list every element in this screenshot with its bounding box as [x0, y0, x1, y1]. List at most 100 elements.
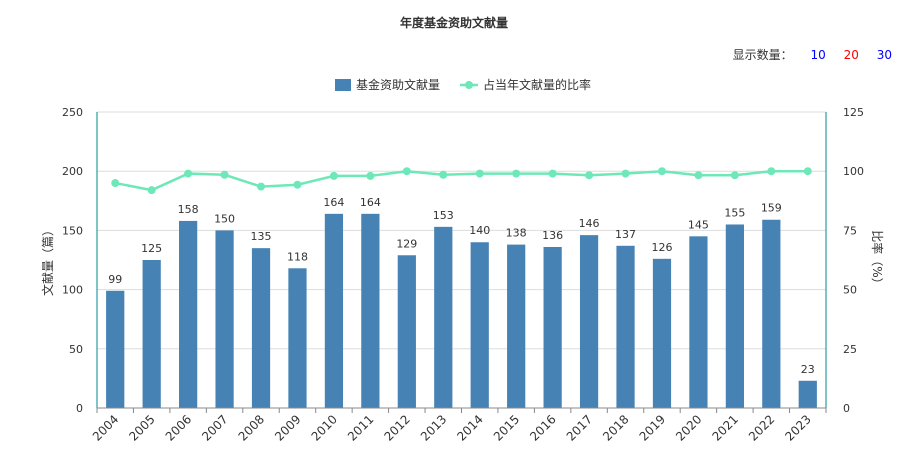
ratio-point [475, 169, 484, 178]
bar-series: 99 125 158 150 135 118 164 164 129 153 140 138 136 14… [106, 196, 817, 408]
line-series [111, 167, 812, 195]
bar-value-label: 137 [615, 228, 636, 241]
ratio-point [329, 171, 338, 180]
ratio-point [694, 171, 703, 180]
y-right-tick-label: 50 [843, 284, 857, 297]
display-count-option-30[interactable]: 30 [876, 48, 892, 62]
bar [215, 230, 234, 408]
bar [397, 255, 416, 408]
ratio-point [730, 171, 739, 180]
y-left-tick-label: 50 [69, 343, 83, 356]
bar-value-label: 159 [761, 202, 782, 215]
y-right-tick-label: 75 [843, 224, 857, 237]
x-tick-label: 2020 [673, 412, 704, 443]
bar [507, 244, 526, 408]
x-tick-label: 2005 [126, 412, 157, 443]
x-tick-label: 2021 [709, 412, 740, 443]
bar-value-label: 140 [469, 224, 490, 237]
legend-bar-swatch [335, 79, 351, 91]
ratio-point [439, 170, 448, 179]
bar-value-label: 164 [360, 196, 381, 209]
display-count-label: 显示数量： [732, 48, 793, 62]
ratio-line [114, 169, 808, 192]
bar-value-label: 129 [396, 237, 417, 250]
y-right-tick-label: 0 [843, 402, 850, 415]
x-tick-label: 2014 [454, 412, 485, 443]
bar [179, 220, 198, 408]
bar-value-label: 155 [724, 206, 745, 219]
y-left-tick-label: 250 [62, 106, 83, 119]
ratio-point [621, 169, 630, 178]
bar [689, 236, 708, 408]
display-count-selector: 显示数量： 10 20 30 [733, 46, 892, 63]
bar-value-label: 145 [688, 218, 709, 231]
legend-item-bar: 基金资助文献量 [335, 77, 440, 92]
bar [579, 235, 599, 408]
bar-value-label: 126 [651, 241, 672, 254]
bar-value-label: 136 [542, 229, 563, 242]
bar [251, 248, 271, 408]
x-tick-label: 2010 [309, 412, 340, 443]
ratio-point [111, 179, 120, 188]
x-tick-label: 2009 [272, 412, 303, 443]
x-tick-label: 2008 [236, 412, 267, 443]
bar [324, 213, 344, 408]
ratio-point [366, 171, 375, 180]
legend-item-line: 占当年文献量的比率 [460, 77, 591, 92]
ratio-point [184, 169, 193, 178]
x-tick-label: 2007 [199, 412, 230, 443]
bar-value-label: 138 [506, 227, 527, 240]
ratio-point [257, 182, 266, 191]
y-left-axis-title: 文献量（篇） [40, 224, 55, 296]
bar-value-label: 135 [251, 230, 272, 243]
legend-line-marker [465, 81, 473, 89]
bar [142, 260, 161, 408]
bar [361, 213, 380, 408]
ratio-point [147, 186, 156, 195]
bar-value-label: 118 [287, 250, 308, 263]
y-left-tick-label: 150 [62, 224, 83, 237]
x-tick-label: 2023 [782, 412, 813, 443]
chart-title: 年度基金资助文献量 [399, 16, 508, 30]
bar-value-label: 158 [178, 203, 199, 216]
axes: 0 50 100 150 200 250 0 25 50 75 100 125 文献量（篇） 比率（%） 2… [40, 106, 885, 444]
x-tick-label: 2015 [491, 412, 522, 443]
bar-value-label: 125 [141, 242, 162, 255]
bar-value-label: 153 [433, 209, 454, 222]
ratio-point [220, 170, 229, 179]
bar [798, 380, 817, 408]
bar [106, 290, 125, 408]
gridlines [97, 111, 826, 350]
legend-line-label: 占当年文献量的比率 [483, 77, 591, 92]
x-tick-label: 2011 [345, 412, 376, 443]
x-tick-label: 2016 [527, 412, 558, 443]
bar-value-label: 150 [214, 212, 235, 225]
x-tick-label: 2006 [163, 412, 194, 443]
bar [762, 219, 781, 408]
bar [652, 258, 672, 408]
bar [725, 224, 744, 408]
display-count-option-20[interactable]: 20 [843, 48, 859, 62]
ratio-point [585, 171, 594, 180]
y-right-axis-title: 比率（%） [870, 230, 885, 289]
y-right-tick-label: 125 [843, 106, 864, 119]
ratio-point [548, 169, 557, 178]
ratio-point [512, 169, 521, 178]
legend-bar-label: 基金资助文献量 [356, 77, 440, 92]
bar [470, 242, 489, 408]
ratio-point [767, 167, 776, 176]
x-tick-label: 2012 [381, 412, 412, 443]
ratio-point [657, 167, 666, 176]
bar-value-label: 99 [108, 273, 122, 286]
x-tick-label: 2018 [600, 412, 631, 443]
x-tick-label: 2019 [637, 412, 668, 443]
x-tick-label: 2017 [564, 412, 595, 443]
bar [543, 246, 562, 408]
bar [616, 245, 635, 408]
bar-value-label: 146 [579, 217, 600, 230]
y-left-tick-label: 0 [76, 402, 83, 415]
display-count-option-10[interactable]: 10 [810, 48, 826, 62]
bar [288, 268, 307, 408]
bar [434, 226, 453, 408]
